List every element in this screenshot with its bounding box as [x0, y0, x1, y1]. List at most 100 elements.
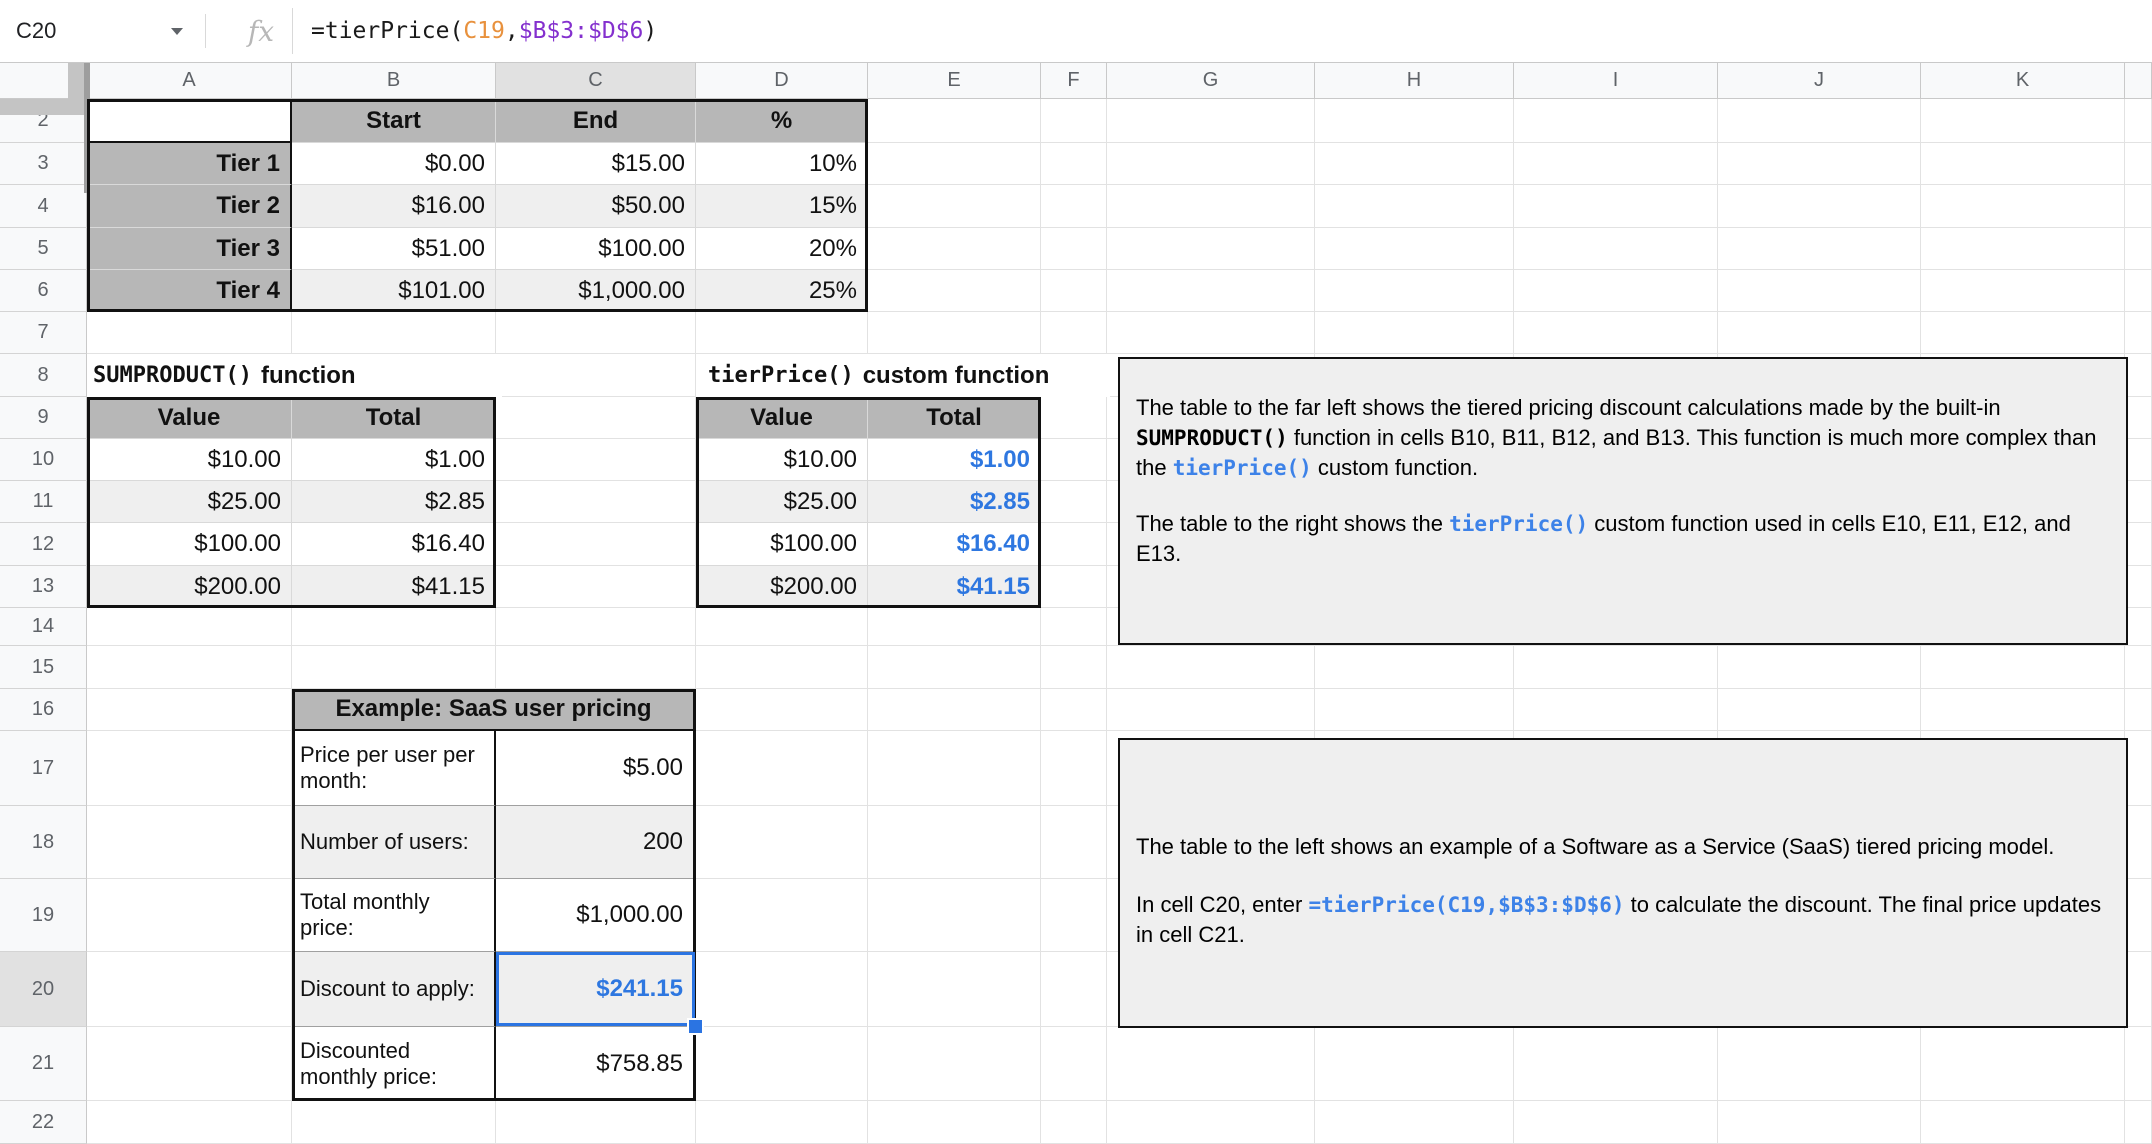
cell-J21[interactable] — [1718, 1027, 1921, 1101]
cell-A13[interactable]: $200.00 — [87, 566, 292, 608]
cell-F20[interactable] — [1041, 952, 1107, 1027]
row-header-20[interactable]: 20 — [0, 952, 87, 1027]
cell-K21[interactable] — [1921, 1027, 2125, 1101]
cell-E16[interactable] — [868, 689, 1041, 731]
cell-B12[interactable]: $16.40 — [292, 523, 496, 566]
row-header-13[interactable]: 13 — [0, 566, 87, 608]
row-header-17[interactable]: 17 — [0, 731, 87, 806]
cell-J3[interactable] — [1718, 143, 1921, 185]
cell-B3[interactable]: $0.00 — [292, 143, 496, 185]
cell-H15[interactable] — [1315, 646, 1514, 689]
cell-H2[interactable] — [1315, 99, 1514, 143]
cell-G5[interactable] — [1107, 228, 1315, 270]
cell-C5[interactable]: $100.00 — [496, 228, 696, 270]
cell-K7[interactable] — [1921, 312, 2125, 354]
cell-E18[interactable] — [868, 806, 1041, 879]
cell-A14[interactable] — [87, 608, 292, 646]
row-header-22[interactable]: 22 — [0, 1101, 87, 1144]
column-header-D[interactable]: D — [696, 62, 868, 99]
cell-D19[interactable] — [696, 879, 868, 952]
column-header-E[interactable]: E — [868, 62, 1041, 99]
cell-D21[interactable] — [696, 1027, 868, 1101]
cell-F7[interactable] — [1041, 312, 1107, 354]
row-header-21[interactable]: 21 — [0, 1027, 87, 1101]
column-header-B[interactable]: B — [292, 62, 496, 99]
cell-C3[interactable]: $15.00 — [496, 143, 696, 185]
cell-D10[interactable]: $10.00 — [696, 439, 868, 481]
cell-A10[interactable]: $10.00 — [87, 439, 292, 481]
cell-B22[interactable] — [292, 1101, 496, 1144]
cell-I2[interactable] — [1514, 99, 1718, 143]
cell-K3[interactable] — [1921, 143, 2125, 185]
cell-E12[interactable]: $16.40 — [868, 523, 1041, 566]
cell-B14[interactable] — [292, 608, 496, 646]
cell-H16[interactable] — [1315, 689, 1514, 731]
cell-D17[interactable] — [696, 731, 868, 806]
cell-J16[interactable] — [1718, 689, 1921, 731]
cell-A20[interactable] — [87, 952, 292, 1027]
cell-J4[interactable] — [1718, 185, 1921, 228]
cell-A11[interactable]: $25.00 — [87, 481, 292, 523]
cell-H6[interactable] — [1315, 270, 1514, 312]
cell-A2[interactable] — [87, 99, 292, 143]
cell-C20-selected[interactable]: $241.15 — [496, 952, 704, 1035]
cell-B19[interactable]: Total monthly price: — [292, 879, 496, 952]
cell-B16[interactable]: Example: SaaS user pricing — [292, 689, 696, 731]
cell-F22[interactable] — [1041, 1101, 1107, 1144]
cell-B20[interactable]: Discount to apply: — [292, 952, 496, 1027]
cell-H4[interactable] — [1315, 185, 1514, 228]
cell-D12[interactable]: $100.00 — [696, 523, 868, 566]
cell-E2[interactable] — [868, 99, 1041, 143]
note-box-sumproduct-vs-tierprice[interactable]: The table to the far left shows the tier… — [1118, 357, 2128, 645]
cell-B18[interactable]: Number of users: — [292, 806, 496, 879]
column-header-G[interactable]: G — [1107, 62, 1315, 99]
cell-K22[interactable] — [1921, 1101, 2125, 1144]
cell-F11[interactable] — [1041, 481, 1107, 523]
cell-D13[interactable]: $200.00 — [696, 566, 868, 608]
cell-D3[interactable]: 10% — [696, 143, 868, 185]
cell-K6[interactable] — [1921, 270, 2125, 312]
cell-J22[interactable] — [1718, 1101, 1921, 1144]
cell-E19[interactable] — [868, 879, 1041, 952]
row-header-16[interactable]: 16 — [0, 689, 87, 731]
cell-C4[interactable]: $50.00 — [496, 185, 696, 228]
cell-J5[interactable] — [1718, 228, 1921, 270]
formula-input[interactable]: =tierPrice(C19,$B$3:$D$6) — [311, 18, 657, 44]
dropdown-arrow-icon[interactable] — [171, 28, 183, 35]
row-header-12[interactable]: 12 — [0, 523, 87, 566]
cell-C21[interactable]: $758.85 — [496, 1027, 696, 1101]
cell-F9[interactable] — [1041, 397, 1107, 439]
cell-E3[interactable] — [868, 143, 1041, 185]
row-header-6[interactable]: 6 — [0, 270, 87, 312]
cell-A7[interactable] — [87, 312, 292, 354]
cell-G22[interactable] — [1107, 1101, 1315, 1144]
cell-D2[interactable]: % — [696, 99, 868, 143]
cell-E7[interactable] — [868, 312, 1041, 354]
cell-B2[interactable]: Start — [292, 99, 496, 143]
cell-B4[interactable]: $16.00 — [292, 185, 496, 228]
cell-I21[interactable] — [1514, 1027, 1718, 1101]
row-header-4[interactable]: 4 — [0, 185, 87, 228]
column-header-H[interactable]: H — [1315, 62, 1514, 99]
cell-C2[interactable]: End — [496, 99, 696, 143]
cell-D7[interactable] — [696, 312, 868, 354]
cell-D18[interactable] — [696, 806, 868, 879]
cell-E21[interactable] — [868, 1027, 1041, 1101]
cell-G6[interactable] — [1107, 270, 1315, 312]
cell-C12[interactable] — [496, 523, 696, 566]
cell-D15[interactable] — [696, 646, 868, 689]
cell-F18[interactable] — [1041, 806, 1107, 879]
cell-I22[interactable] — [1514, 1101, 1718, 1144]
cell-A6[interactable]: Tier 4 — [87, 270, 292, 312]
cell-A5[interactable]: Tier 3 — [87, 228, 292, 270]
cell-name-box[interactable]: C20 — [0, 0, 205, 62]
cell-A12[interactable]: $100.00 — [87, 523, 292, 566]
column-header-C[interactable]: C — [496, 62, 696, 99]
cell-C8[interactable] — [496, 354, 696, 397]
cell-B9[interactable]: Total — [292, 397, 496, 439]
cell-C19[interactable]: $1,000.00 — [496, 879, 696, 952]
cell-B7[interactable] — [292, 312, 496, 354]
cell-C13[interactable] — [496, 566, 696, 608]
row-header-5[interactable]: 5 — [0, 228, 87, 270]
cell-A18[interactable] — [87, 806, 292, 879]
